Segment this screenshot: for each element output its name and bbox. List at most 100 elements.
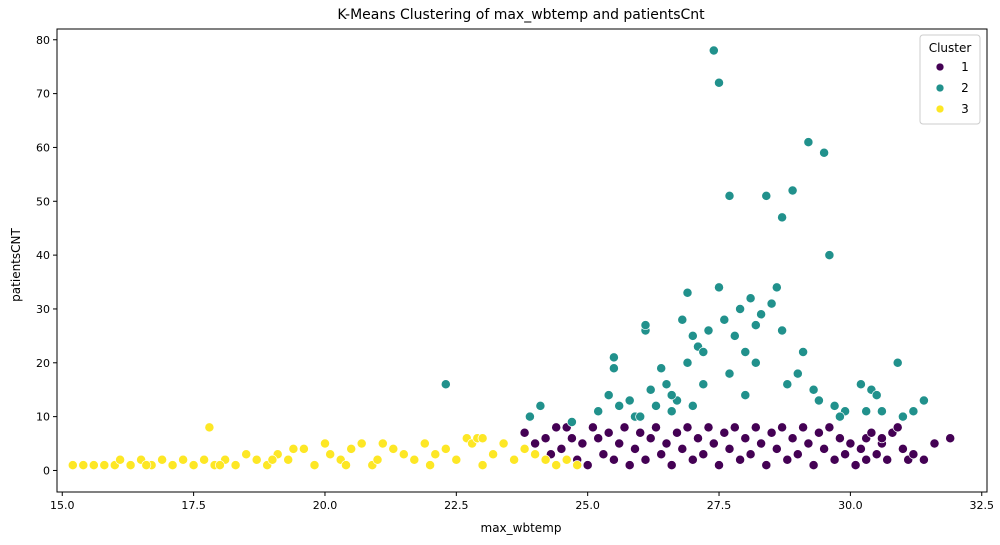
point-cluster-3	[125, 460, 136, 471]
point-cluster-2	[918, 395, 929, 406]
legend: Cluster 1 2 3	[919, 34, 981, 125]
legend-marker-3	[935, 104, 945, 114]
point-cluster-2	[640, 320, 651, 331]
point-cluster-1	[635, 427, 646, 438]
point-cluster-3	[214, 460, 225, 471]
point-cluster-3	[440, 443, 451, 454]
point-cluster-1	[656, 449, 667, 460]
point-cluster-3	[519, 443, 530, 454]
x-tick-label: 30.0	[838, 499, 863, 512]
point-cluster-2	[803, 137, 814, 148]
point-cluster-1	[661, 438, 672, 449]
point-cluster-3	[99, 460, 110, 471]
point-cluster-1	[834, 433, 845, 444]
point-cluster-3	[157, 454, 168, 465]
point-cluster-3	[409, 454, 420, 465]
point-cluster-3	[115, 454, 126, 465]
point-cluster-2	[608, 363, 619, 374]
chart-title: K-Means Clustering of max_wbtemp and pat…	[337, 7, 705, 23]
point-cluster-3	[551, 460, 562, 471]
point-cluster-1	[608, 454, 619, 465]
point-cluster-2	[771, 282, 782, 293]
point-cluster-1	[603, 427, 614, 438]
point-cluster-3	[425, 460, 436, 471]
point-cluster-3	[372, 454, 383, 465]
x-tick-label: 22.5	[444, 499, 469, 512]
point-cluster-3	[230, 460, 241, 471]
point-cluster-1	[787, 433, 798, 444]
point-cluster-2	[740, 390, 751, 401]
point-cluster-1	[729, 422, 740, 433]
point-cluster-2	[656, 363, 667, 374]
point-cluster-3	[241, 449, 252, 460]
point-cluster-3	[267, 454, 278, 465]
point-cluster-1	[892, 422, 903, 433]
point-cluster-1	[682, 422, 693, 433]
point-cluster-1	[850, 460, 861, 471]
point-cluster-1	[803, 438, 814, 449]
point-cluster-1	[882, 454, 893, 465]
point-cluster-1	[666, 460, 677, 471]
point-cluster-1	[777, 422, 788, 433]
point-cluster-2	[682, 287, 693, 298]
point-cluster-3	[67, 460, 78, 471]
point-cluster-3	[320, 438, 330, 449]
point-cluster-3	[283, 454, 294, 465]
point-cluster-2	[624, 395, 635, 406]
point-cluster-1	[740, 433, 751, 444]
point-cluster-3	[325, 449, 336, 460]
point-cluster-3	[398, 449, 409, 460]
point-cluster-1	[945, 433, 956, 444]
y-tick-label: 30	[36, 303, 50, 316]
point-cluster-2	[834, 411, 845, 422]
point-cluster-2	[724, 368, 735, 379]
point-cluster-2	[750, 320, 761, 331]
point-cluster-2	[687, 400, 698, 411]
point-cluster-2	[661, 379, 672, 390]
point-cluster-2	[714, 282, 724, 293]
point-cluster-2	[824, 250, 835, 261]
point-cluster-1	[624, 460, 635, 471]
point-cluster-1	[745, 449, 756, 460]
point-cluster-3	[561, 454, 572, 465]
point-cluster-2	[666, 390, 677, 401]
point-cluster-3	[477, 433, 488, 444]
point-cluster-1	[714, 460, 724, 471]
y-tick-label: 40	[36, 249, 50, 262]
point-cluster-1	[698, 449, 709, 460]
plot-points	[67, 45, 956, 471]
point-cluster-1	[566, 433, 577, 444]
point-cluster-2	[729, 330, 740, 341]
point-cluster-2	[777, 325, 788, 336]
point-cluster-3	[309, 460, 320, 471]
point-cluster-1	[866, 427, 877, 438]
legend-label-2: 2	[961, 81, 969, 95]
point-cluster-1	[614, 438, 625, 449]
point-cluster-1	[677, 443, 688, 454]
point-cluster-2	[756, 309, 767, 320]
point-cluster-3	[530, 449, 541, 460]
point-cluster-3	[388, 443, 399, 454]
point-cluster-1	[577, 438, 588, 449]
point-cluster-3	[341, 460, 351, 471]
point-cluster-1	[645, 433, 656, 444]
point-cluster-3	[178, 454, 189, 465]
point-cluster-3	[298, 443, 309, 454]
point-cluster-2	[698, 379, 709, 390]
x-axis-label: max_wbtemp	[481, 521, 562, 535]
point-cluster-1	[918, 454, 929, 465]
point-cluster-1	[808, 460, 819, 471]
point-cluster-2	[808, 384, 819, 395]
point-cluster-2	[614, 400, 625, 411]
point-cluster-3	[430, 449, 441, 460]
point-cluster-1	[782, 454, 793, 465]
point-cluster-1	[756, 438, 767, 449]
point-cluster-1	[871, 449, 882, 460]
point-cluster-1	[703, 422, 714, 433]
point-cluster-3	[509, 454, 520, 465]
point-cluster-2	[761, 190, 772, 201]
y-tick-label: 60	[36, 141, 50, 154]
point-cluster-2	[535, 400, 546, 411]
point-cluster-1	[798, 422, 809, 433]
